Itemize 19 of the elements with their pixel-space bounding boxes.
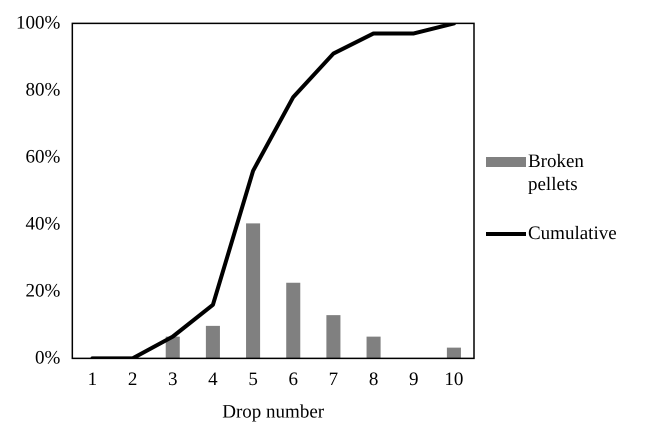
x-tick-label: 7 <box>328 368 338 390</box>
x-tick-label: 2 <box>128 368 138 390</box>
x-tick-label: 9 <box>409 368 418 390</box>
y-tick-label: 80% <box>26 79 60 100</box>
y-tick-label: 0% <box>35 347 60 368</box>
x-axis-title: Drop number <box>222 402 325 423</box>
legend-label: Broken pellets <box>528 150 585 196</box>
x-tick-label: 5 <box>248 368 258 390</box>
legend-label: Cumulative <box>528 222 618 245</box>
y-tick-label: 20% <box>26 280 60 302</box>
x-tick-label: 8 <box>368 368 378 390</box>
y-tick-label: 40% <box>26 213 60 234</box>
x-tick-label: 10 <box>444 368 464 390</box>
y-tick-label: 100% <box>16 12 60 34</box>
x-tick-label: 3 <box>168 368 178 390</box>
x-tick-label: 4 <box>208 368 218 390</box>
x-tick-label: 1 <box>88 368 98 390</box>
x-tick-label: 6 <box>288 368 298 390</box>
y-tick-label: 60% <box>26 146 60 168</box>
